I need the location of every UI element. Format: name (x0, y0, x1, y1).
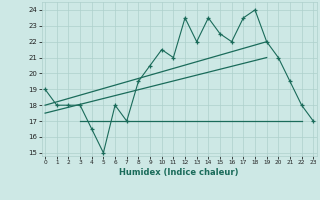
X-axis label: Humidex (Indice chaleur): Humidex (Indice chaleur) (119, 168, 239, 177)
